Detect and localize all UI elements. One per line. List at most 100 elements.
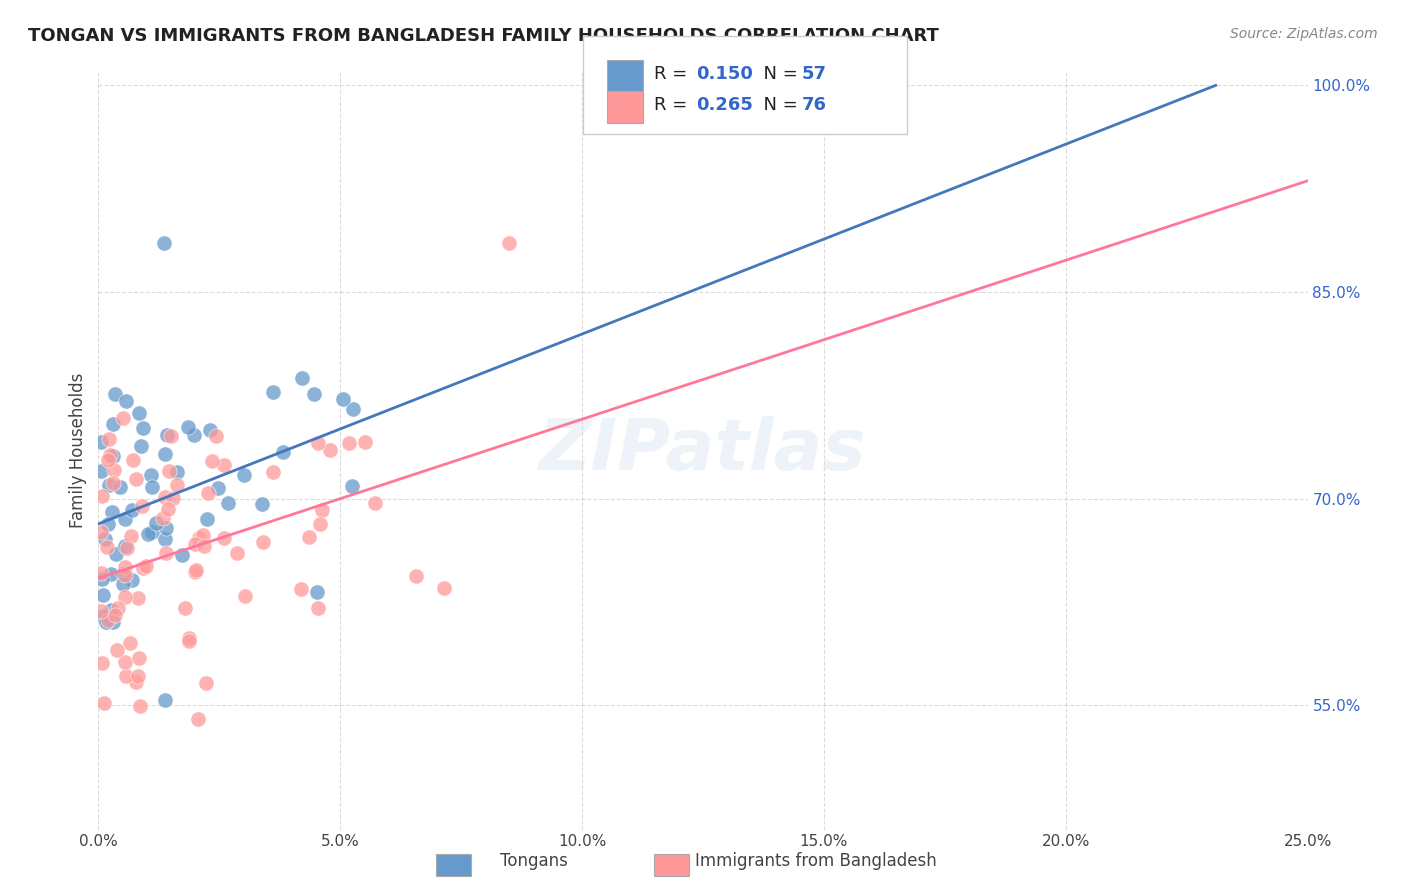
Point — [183, 427, 205, 442]
Point — [94, 615, 117, 629]
Point — [117, 541, 139, 555]
Point — [127, 668, 149, 682]
Point — [302, 386, 325, 401]
Point — [105, 642, 128, 657]
Point — [120, 529, 142, 543]
Point — [233, 467, 256, 482]
Point — [125, 674, 148, 689]
Point — [156, 427, 179, 442]
Point — [136, 526, 159, 541]
Point — [114, 512, 136, 526]
Text: Source: ZipAtlas.com: Source: ZipAtlas.com — [1230, 27, 1378, 41]
Point — [354, 435, 377, 450]
Point — [201, 454, 224, 468]
Point — [152, 235, 174, 250]
Point — [101, 475, 124, 490]
Point — [364, 495, 387, 509]
Point — [170, 549, 193, 563]
Point — [91, 657, 114, 671]
Point — [311, 502, 333, 516]
Point — [114, 655, 136, 669]
Point — [101, 505, 124, 519]
Point — [308, 516, 330, 531]
Point — [90, 604, 112, 618]
Point — [166, 466, 188, 480]
Point — [145, 516, 167, 531]
Point — [308, 435, 330, 450]
Point — [340, 479, 363, 493]
Text: 0.150: 0.150 — [696, 65, 752, 83]
Point — [103, 462, 125, 476]
Point — [125, 472, 148, 486]
Point — [118, 636, 141, 650]
Point — [91, 609, 114, 624]
Point — [132, 560, 155, 574]
Point — [187, 712, 209, 726]
Point — [332, 392, 354, 407]
Point — [141, 524, 163, 539]
Point — [97, 517, 120, 532]
Point — [128, 406, 150, 420]
Text: 0.265: 0.265 — [696, 96, 752, 114]
Point — [101, 417, 124, 431]
Point — [103, 449, 125, 463]
Point — [498, 235, 520, 250]
Point — [153, 490, 176, 504]
Point — [100, 567, 122, 582]
Point — [273, 445, 295, 459]
Point — [250, 497, 273, 511]
Point — [112, 577, 135, 591]
Point — [405, 569, 427, 583]
Point — [90, 572, 112, 586]
Point — [162, 491, 184, 505]
Point — [122, 453, 145, 467]
Point — [193, 539, 215, 553]
Point — [98, 478, 121, 492]
Point — [114, 539, 136, 553]
Point — [129, 699, 152, 714]
Point — [94, 532, 117, 546]
Point — [97, 613, 120, 627]
Point — [184, 563, 207, 577]
Point — [432, 581, 454, 595]
Point — [114, 590, 136, 604]
Point — [184, 565, 207, 579]
Point — [128, 651, 150, 665]
Point — [305, 585, 328, 599]
Point — [207, 481, 229, 495]
Text: R =: R = — [654, 96, 693, 114]
Point — [153, 692, 176, 706]
Point — [114, 567, 136, 582]
Point — [96, 541, 118, 555]
Point — [153, 532, 176, 546]
Point — [187, 531, 209, 545]
Point — [104, 547, 127, 561]
Point — [112, 410, 135, 425]
Point — [115, 669, 138, 683]
Point — [139, 468, 162, 483]
Point — [152, 511, 174, 525]
Point — [195, 512, 218, 526]
Point — [298, 530, 321, 544]
Point — [173, 600, 195, 615]
Point — [107, 600, 129, 615]
Text: Immigrants from Bangladesh: Immigrants from Bangladesh — [695, 852, 936, 870]
Point — [121, 503, 143, 517]
Point — [114, 560, 136, 574]
Point — [90, 566, 112, 580]
Text: 57: 57 — [801, 65, 827, 83]
Point — [179, 632, 201, 646]
Point — [155, 521, 177, 535]
Text: 76: 76 — [801, 96, 827, 114]
Point — [226, 546, 249, 560]
Point — [98, 448, 121, 462]
Point — [91, 489, 114, 503]
Point — [212, 531, 235, 545]
Point — [153, 447, 176, 461]
Text: N =: N = — [752, 96, 804, 114]
Point — [198, 423, 221, 437]
Point — [252, 534, 274, 549]
Text: R =: R = — [654, 65, 693, 83]
Point — [100, 603, 122, 617]
Point — [97, 453, 120, 467]
